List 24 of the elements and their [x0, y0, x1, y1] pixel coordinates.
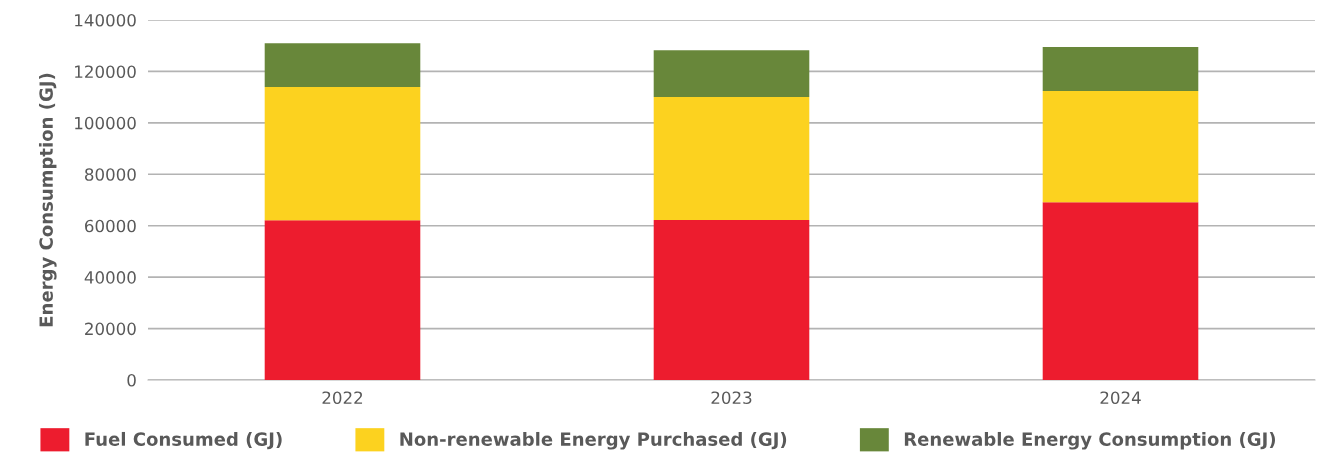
x-tick-label: 2023: [711, 391, 752, 405]
x-tick-label: 2024: [1100, 391, 1141, 405]
bar: [1042, 202, 1199, 380]
y-tick-label: 140000: [75, 13, 136, 27]
bar: [264, 87, 421, 221]
legend-label: Fuel Consumed (GJ): [85, 431, 282, 450]
y-tick-label: 120000: [75, 65, 136, 78]
x-tick-label: 2022: [322, 391, 363, 405]
y-tick-label: 60000: [85, 219, 136, 233]
y-axis-title: Energy Consumption (GJ): [38, 73, 57, 327]
bar: [264, 220, 421, 380]
y-tick-label: 80000: [85, 168, 136, 181]
y-tick-label: 100000: [75, 116, 136, 130]
legend-label: Renewable Energy Consumption (GJ): [904, 431, 1276, 450]
legend-label: Non-renewable Energy Purchased (GJ): [400, 431, 787, 450]
bar: [653, 96, 810, 221]
bar: [653, 50, 810, 97]
bar: [1042, 47, 1199, 91]
bar: [1042, 90, 1199, 203]
bar: [653, 220, 810, 380]
y-tick-label: 40000: [84, 271, 136, 284]
y-tick-label: 0: [127, 373, 136, 387]
bar: [264, 43, 421, 88]
y-tick-label: 20000: [85, 322, 136, 336]
